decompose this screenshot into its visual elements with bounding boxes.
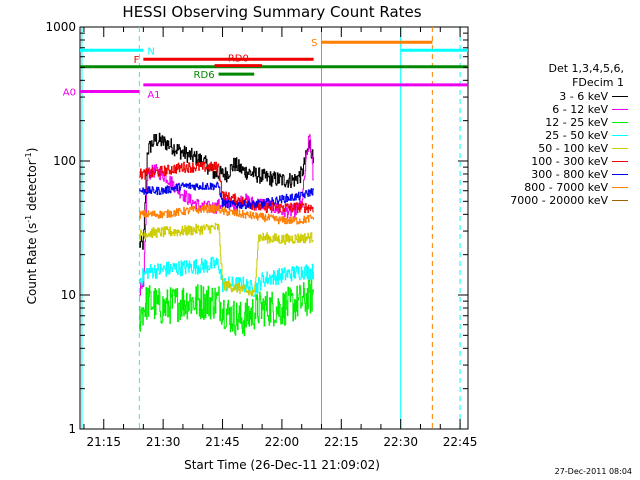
legend-label: 12 - 25 keV [545, 116, 608, 129]
series-line [139, 222, 314, 297]
footer-timestamp: 27-Dec-2011 08:04 [554, 467, 632, 476]
state-bar-label: RD0 [228, 54, 249, 65]
chart-title: HESSI Observing Summary Count Rates [122, 3, 421, 21]
annotation-lines [81, 27, 461, 429]
data-series [139, 132, 314, 337]
y-tick-label: 10 [61, 288, 76, 302]
legend-label: 7000 - 20000 keV [510, 194, 608, 207]
x-tick-label: 21:45 [205, 435, 240, 449]
y-tick-label: 100 [53, 154, 76, 168]
legend-entry: 50 - 100 keV [480, 142, 632, 155]
y-tick-label: 1 [68, 422, 76, 436]
series-line [139, 256, 314, 297]
x-tick-label: 21:15 [86, 435, 121, 449]
state-bar-label: A0 [63, 88, 76, 99]
x-tick-label: 21:30 [146, 435, 181, 449]
legend-label: 300 - 800 keV [531, 168, 608, 181]
y-axis-label-sup1: -1 [24, 215, 33, 223]
legend-entry: 12 - 25 keV [480, 116, 632, 129]
series-line [139, 204, 314, 225]
legend-entry: 100 - 300 keV [480, 155, 632, 168]
series-line [139, 161, 314, 214]
y-axis-label-pre: Count Rate (s [25, 223, 39, 305]
state-bars: N S F RD0 RD6 A0 A1 [63, 38, 468, 101]
legend-swatch [612, 122, 628, 123]
legend-label: 3 - 6 keV [559, 90, 608, 103]
legend-entry: 25 - 50 keV [480, 129, 632, 142]
legend-entry: 6 - 12 keV [480, 103, 632, 116]
legend-label: 50 - 100 keV [538, 142, 608, 155]
series-line [139, 181, 314, 210]
x-tick-label: 22:45 [443, 435, 478, 449]
x-axis-label: Start Time (26-Dec-11 21:09:02) [184, 458, 380, 472]
legend-entry: 800 - 7000 keV [480, 181, 632, 194]
y-tick-label: 1000 [45, 20, 76, 34]
y-axis-label: Count Rate (s-1 detector-1) [24, 148, 39, 305]
series-line [139, 134, 314, 297]
legend-swatch [612, 109, 628, 110]
x-tick-label: 22:30 [383, 435, 418, 449]
axis-ticks: 1 10 100 1000 21:15 21:30 21:45 22:00 22:15 22:30… [45, 20, 477, 449]
legend-swatch [612, 187, 628, 188]
series-line [139, 132, 314, 250]
state-bar-label: S [311, 38, 317, 49]
legend-header-line-2: FDecim 1 [572, 76, 624, 89]
x-tick-label: 22:00 [265, 435, 300, 449]
y-axis-label-post: ) [25, 148, 39, 153]
legend-header-line-1: Det 1,3,4,5,6, [548, 62, 624, 75]
x-tick-label: 22:15 [324, 435, 359, 449]
state-bar-label: N [147, 46, 154, 57]
legend-swatch [612, 148, 628, 149]
state-bar-label: A1 [147, 90, 160, 101]
series-line [139, 279, 314, 337]
legend-label: 6 - 12 keV [552, 103, 608, 116]
legend-swatch [612, 135, 628, 136]
legend-label: 100 - 300 keV [531, 155, 608, 168]
legend-entry: 3 - 6 keV [480, 90, 632, 103]
legend-entry: 300 - 800 keV [480, 168, 632, 181]
state-bar-label: F [134, 55, 140, 66]
y-axis-label-mid: detector [25, 160, 39, 215]
legend-label: 25 - 50 keV [545, 129, 608, 142]
legend-swatch [612, 200, 628, 201]
chart-legend: Det 1,3,4,5,6, FDecim 1 3 - 6 keV 6 - 12 … [480, 62, 632, 207]
legend-swatch [612, 174, 628, 175]
plot-frame [79, 26, 469, 430]
legend-swatch [612, 161, 628, 162]
legend-swatch [612, 96, 628, 97]
legend-label: 800 - 7000 keV [524, 181, 608, 194]
legend-entry: 7000 - 20000 keV [480, 194, 632, 207]
state-bar-label: RD6 [194, 70, 215, 81]
y-axis-label-sup2: -1 [24, 152, 33, 160]
